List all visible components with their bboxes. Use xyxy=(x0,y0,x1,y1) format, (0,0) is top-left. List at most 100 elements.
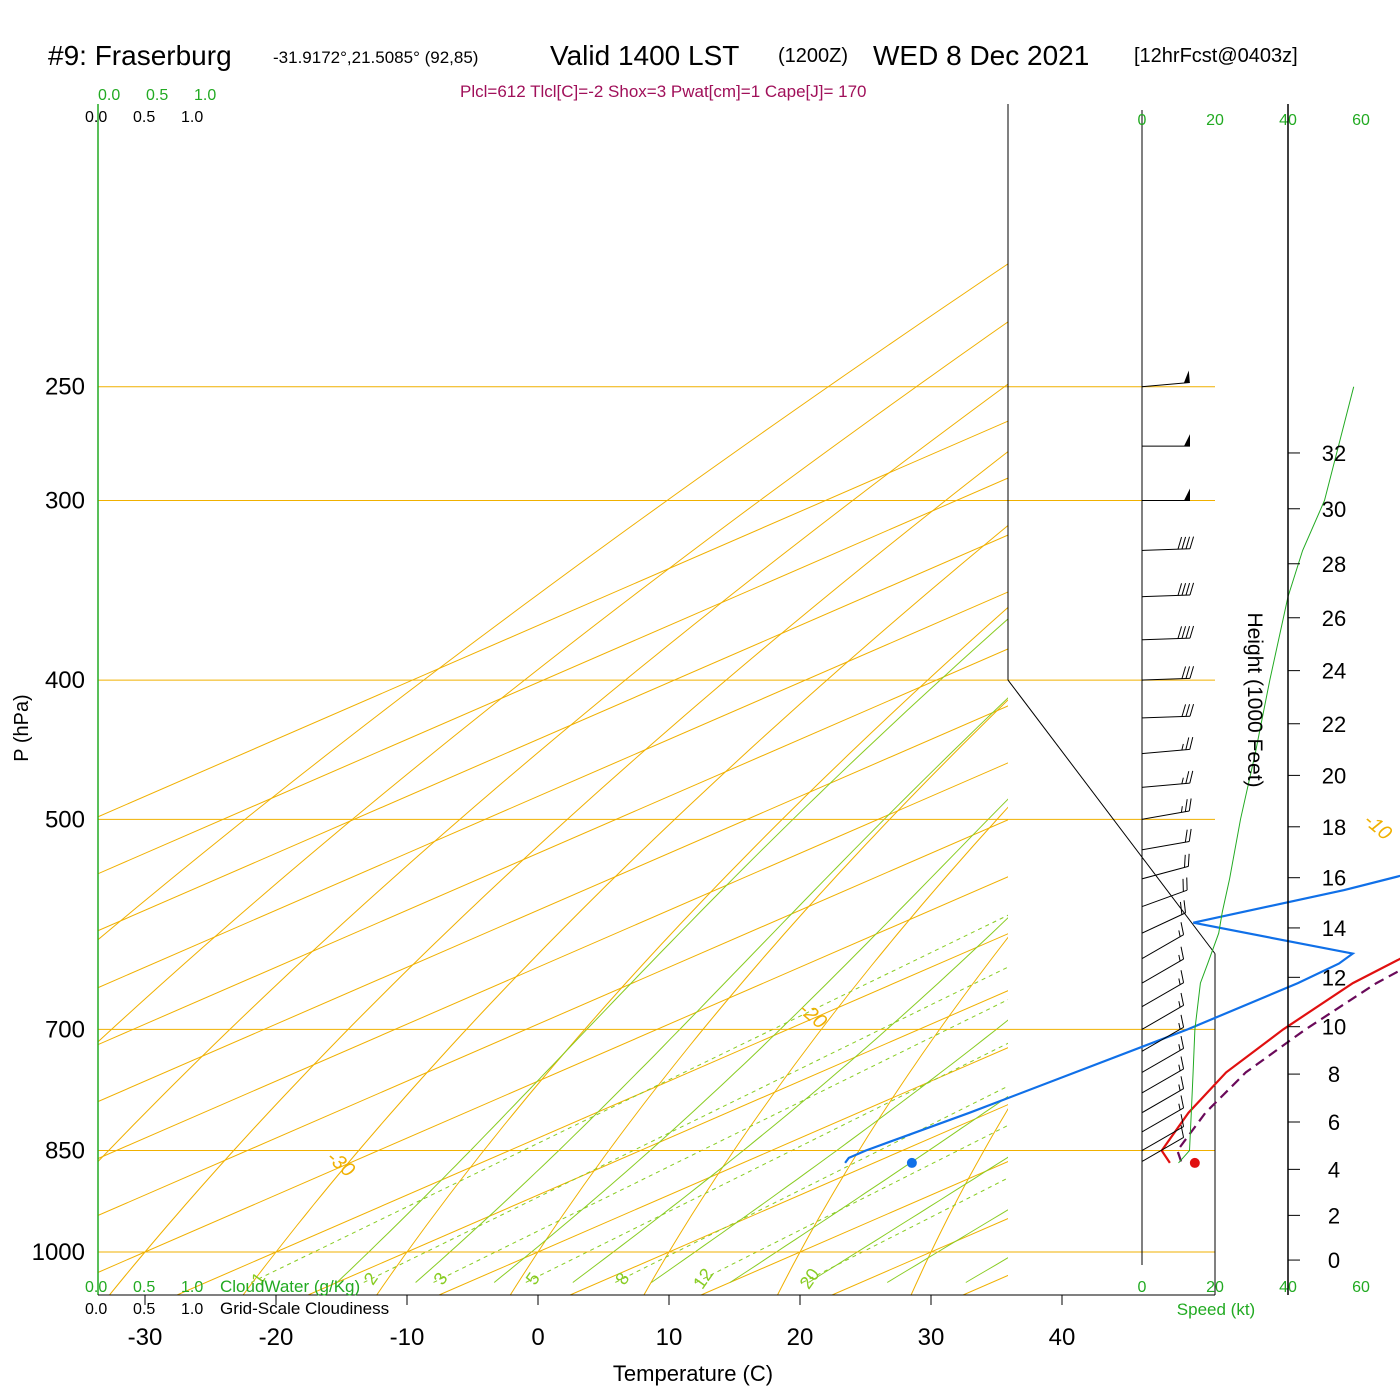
wind-barb-full xyxy=(1185,704,1191,717)
isotherm-line xyxy=(962,1274,1008,1295)
valid-time: Valid 1400 LST xyxy=(550,40,740,71)
x-tick-label: -20 xyxy=(259,1324,294,1351)
wind-barb-staff xyxy=(1141,1126,1184,1151)
pressure-label: 1000 xyxy=(32,1239,85,1266)
wind-barb-staff xyxy=(1141,912,1186,934)
wind-barb-full xyxy=(1177,536,1183,550)
pressure-label: 850 xyxy=(45,1138,85,1165)
y-axis-title: P (hPa) xyxy=(11,694,33,761)
wind-barb-full xyxy=(1180,1056,1185,1070)
wind-barb-half xyxy=(1178,978,1181,985)
wind-barb-full xyxy=(1180,970,1185,983)
wind-barb-half xyxy=(1178,1064,1181,1072)
wind-barb-pennant xyxy=(1184,434,1190,447)
wind-barb-full xyxy=(1188,828,1192,842)
wind-barb-full xyxy=(1185,625,1191,639)
wind-barb-staff xyxy=(1141,637,1190,641)
dry-adiabat xyxy=(777,936,1008,1295)
wind-barb xyxy=(1141,1124,1185,1162)
zulu-time: (1200Z) xyxy=(778,45,849,67)
wind-barb-full xyxy=(1184,829,1188,843)
wind-barb xyxy=(1141,877,1188,908)
x-tick-label: -30 xyxy=(128,1324,163,1351)
pressure-label: 500 xyxy=(45,806,85,833)
wind-barb-full xyxy=(1180,922,1185,935)
pressure-label: 400 xyxy=(45,667,85,694)
wind-barb-full xyxy=(1189,703,1195,717)
cloud-bottom-black-label: 1.0 xyxy=(181,1301,203,1318)
isotherm-line xyxy=(176,933,1008,1295)
wind-barb xyxy=(1141,370,1190,388)
mixing-ratio-line xyxy=(250,914,1008,1283)
wind-barb-full xyxy=(1189,736,1194,750)
wind-barb xyxy=(1142,434,1190,447)
wind-barb-full xyxy=(1183,900,1186,913)
wind-barb-full xyxy=(1185,582,1191,596)
height-tick-label: 26 xyxy=(1322,606,1346,631)
wind-barb xyxy=(1141,582,1195,598)
wind-barb-staff xyxy=(1141,865,1189,880)
wind-barb xyxy=(1141,1114,1185,1151)
speed-tick-bottom: 20 xyxy=(1206,1279,1224,1296)
wind-barb xyxy=(1142,488,1190,501)
wind-barb-staff xyxy=(1141,748,1190,755)
isotherm-line xyxy=(98,705,1008,1103)
speed-tick-bottom: 60 xyxy=(1352,1279,1370,1296)
wind-barb xyxy=(1141,736,1194,755)
cloudwater-label: CloudWater (g/Kg) xyxy=(220,1277,360,1296)
wind-barb-full xyxy=(1189,625,1195,639)
parcel-line xyxy=(1176,969,1400,1162)
wind-barb xyxy=(1141,900,1186,934)
wind-barb-full xyxy=(1181,666,1187,679)
isotherm-label: -30 xyxy=(322,1146,358,1181)
station-title: #9: Fraserburg xyxy=(48,40,232,71)
dry-adiabat xyxy=(98,383,1008,1163)
height-tick-label: 32 xyxy=(1322,441,1346,466)
wind-speed-line xyxy=(1178,386,1355,1164)
wind-barb-staff xyxy=(1141,548,1190,551)
wind-barb-full xyxy=(1188,798,1192,812)
forecast-info: [12hrFcst@0403z] xyxy=(1134,45,1298,67)
height-tick-label: 28 xyxy=(1322,552,1346,577)
wind-barb xyxy=(1141,970,1185,1008)
wind-barb-full xyxy=(1185,737,1190,750)
wind-barb-staff xyxy=(1141,1137,1184,1162)
cloud-bottom-green-label: 0.0 xyxy=(85,1279,107,1296)
height-tick-label: 0 xyxy=(1328,1248,1340,1273)
speed-tick-top: 20 xyxy=(1206,112,1224,129)
wind-barb-half xyxy=(1178,1044,1181,1051)
wind-barb-staff xyxy=(1141,715,1190,719)
wind-barb-full xyxy=(1189,770,1194,784)
wind-barb-full xyxy=(1185,771,1190,784)
mixing-ratio-label: 8 xyxy=(611,1269,633,1289)
moist-adiabat xyxy=(572,917,1008,1283)
dry-adiabat xyxy=(1045,105,1400,1295)
mixing-ratio-line xyxy=(525,1042,1008,1283)
isotherm-line xyxy=(98,420,1008,818)
temperature-line xyxy=(1160,957,1400,1164)
height-tick-label: 24 xyxy=(1322,659,1346,684)
wind-barb-full xyxy=(1189,666,1195,679)
surface-dew-marker xyxy=(906,1157,917,1168)
wind-barb-staff xyxy=(1141,1048,1184,1073)
wind-barb-full xyxy=(1184,854,1186,868)
wind-barb xyxy=(1141,798,1192,820)
wind-barb xyxy=(1141,703,1195,719)
height-tick-label: 8 xyxy=(1328,1062,1340,1087)
speed-tick-top: 60 xyxy=(1352,112,1370,129)
mixing-ratio-line xyxy=(695,1124,1008,1283)
dry-adiabat xyxy=(509,699,1008,1295)
wind-barb-full xyxy=(1181,583,1187,596)
cloud-top-green-label: 0.0 xyxy=(98,87,120,104)
wind-barb xyxy=(1141,536,1195,551)
wind-barb-full xyxy=(1189,582,1195,596)
wind-barb-pennant xyxy=(1184,488,1190,501)
wind-barb-staff xyxy=(1141,982,1184,1008)
x-axis-title: Temperature (C) xyxy=(613,1361,773,1386)
wind-barb-staff xyxy=(1141,594,1190,598)
isotherm-line xyxy=(98,876,1008,1273)
isotherm-line xyxy=(700,1161,1008,1295)
wind-barb-pennant xyxy=(1183,370,1190,384)
isotherm-line xyxy=(98,591,1008,989)
